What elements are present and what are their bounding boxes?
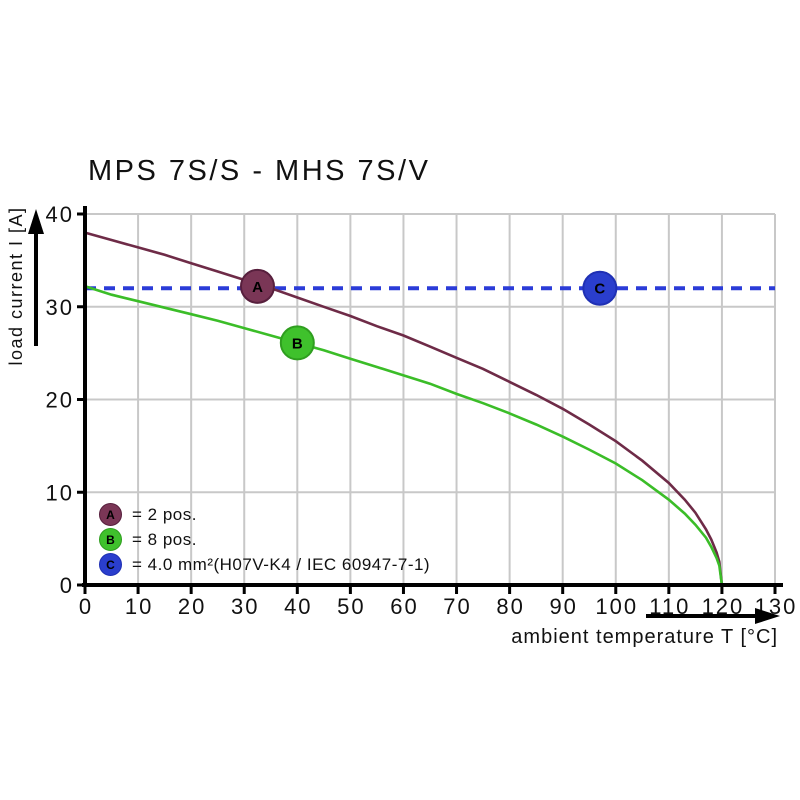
series-B	[84, 285, 724, 586]
y-tick-label: 30	[46, 295, 74, 320]
x-tick-label: 30	[231, 594, 259, 619]
legend-item-a: A = 2 pos.	[99, 503, 430, 526]
series-A	[84, 231, 724, 586]
legend-item-b: B = 8 pos.	[99, 528, 430, 551]
x-axis-label: ambient temperature T [°C]	[511, 626, 778, 648]
x-tick-label: 80	[496, 594, 524, 619]
marker-A	[240, 268, 275, 304]
x-tick-label: 0	[79, 594, 93, 619]
legend-item-c: C = 4.0 mm²(H07V-K4 / IEC 60947-7-1)	[99, 553, 430, 576]
y-tick-label: 0	[60, 573, 74, 598]
x-tick-label: 100	[595, 594, 638, 619]
y-tick-label: 20	[46, 388, 74, 413]
legend-label-b: = 8 pos.	[132, 529, 197, 549]
x-tick-label: 90	[549, 594, 577, 619]
y-tick-label: 40	[46, 202, 74, 227]
y-axis-arrowhead-icon	[28, 209, 44, 234]
legend-marker-c-icon: C	[99, 553, 122, 576]
marker-C	[582, 270, 618, 306]
legend-marker-b-icon: B	[99, 528, 122, 551]
legend-label-a: = 2 pos.	[132, 504, 197, 524]
marker-C-letter: C	[594, 281, 605, 298]
marker-A-letter: A	[252, 279, 263, 296]
legend-label-c: = 4.0 mm²(H07V-K4 / IEC 60947-7-1)	[132, 554, 431, 574]
x-axis-arrowhead-icon	[755, 608, 780, 624]
legend-marker-a-icon: A	[99, 503, 122, 526]
x-tick-label: 10	[125, 594, 153, 619]
x-tick-label: 70	[443, 594, 471, 619]
y-axis-label: load current I [A]	[6, 206, 26, 365]
legend: A = 2 pos. B = 8 pos. C = 4.0 mm²(H07V-K…	[99, 503, 430, 578]
x-tick-label: 40	[284, 594, 312, 619]
x-tick-label: 60	[390, 594, 418, 619]
x-tick-label: 50	[337, 594, 365, 619]
chart-title: MPS 7S/S - MHS 7S/V	[88, 155, 431, 187]
x-tick-label: 20	[178, 594, 206, 619]
marker-B-letter: B	[292, 335, 303, 352]
marker-B	[279, 325, 315, 361]
y-tick-label: 10	[46, 480, 74, 505]
